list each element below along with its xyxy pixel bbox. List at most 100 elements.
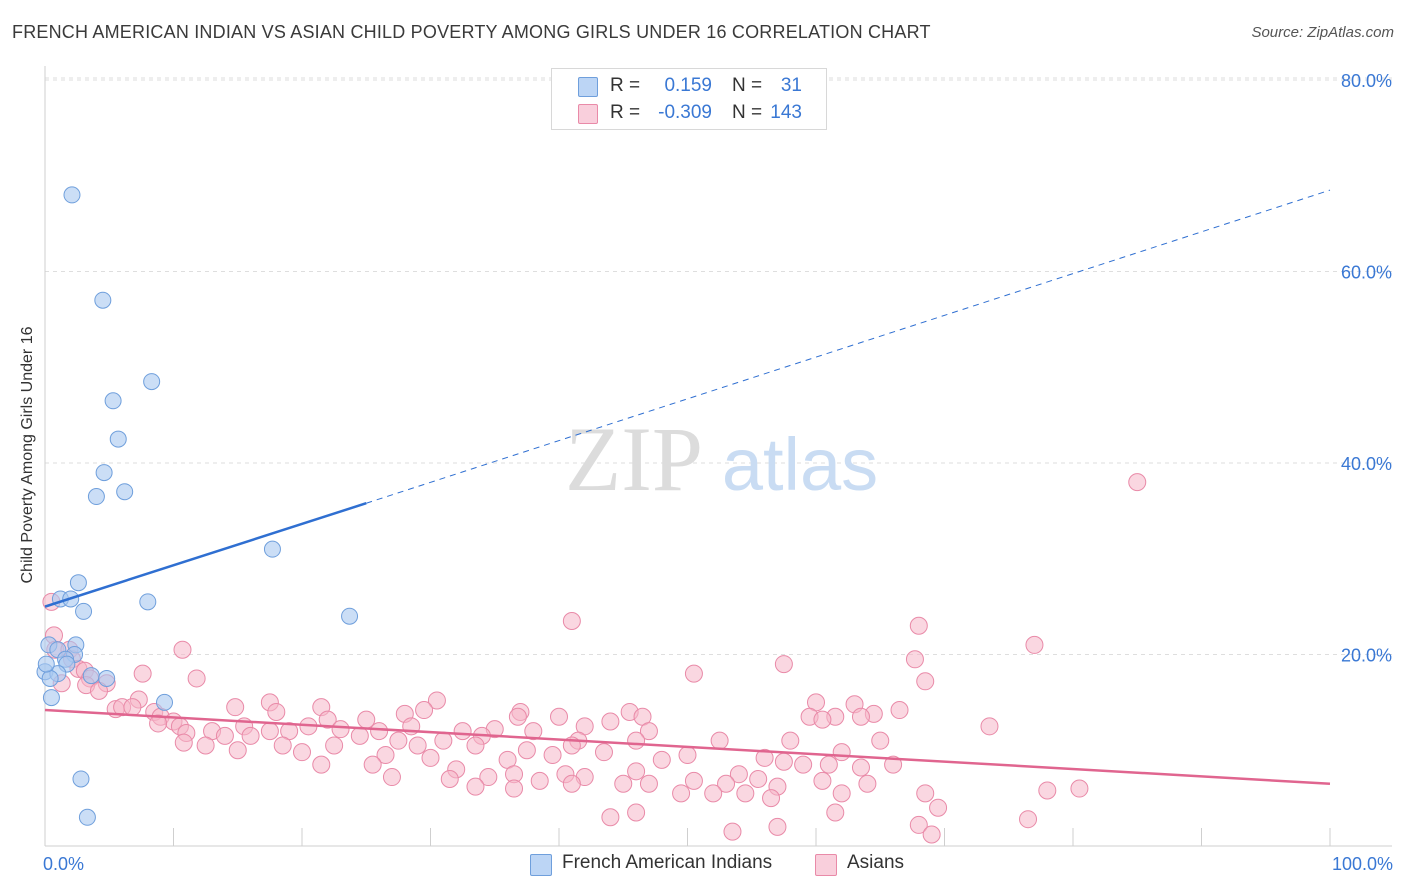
asian-point bbox=[774, 752, 793, 771]
asian-point bbox=[133, 664, 152, 683]
french-point bbox=[69, 574, 87, 592]
asian-point bbox=[922, 825, 941, 844]
legend-r-label: R = bbox=[610, 75, 641, 96]
legend-swatch-asian bbox=[578, 104, 598, 124]
legend-row-french: R = 0.159 N = 31 bbox=[552, 73, 826, 99]
asian-point bbox=[149, 714, 168, 733]
french-point bbox=[82, 667, 100, 685]
asian-point bbox=[466, 736, 485, 755]
asian-point bbox=[884, 755, 903, 774]
asian-point bbox=[672, 784, 691, 803]
asian-point bbox=[678, 746, 697, 765]
asian-point bbox=[627, 803, 646, 822]
asian-point bbox=[524, 722, 543, 741]
asian-point bbox=[594, 743, 613, 762]
asian-point bbox=[774, 655, 793, 674]
source-label: Source: ZipAtlas.com bbox=[1251, 24, 1394, 41]
french-point bbox=[41, 669, 59, 687]
asian-point bbox=[543, 746, 562, 765]
french-trend-line bbox=[44, 502, 367, 608]
asian-point bbox=[312, 755, 331, 774]
asian-point bbox=[123, 698, 142, 717]
french-point bbox=[72, 770, 90, 788]
asian-point bbox=[813, 710, 832, 729]
asian-point bbox=[363, 755, 382, 774]
watermark-zip: ZIP bbox=[565, 408, 703, 510]
french-point bbox=[63, 186, 81, 204]
french-point bbox=[143, 373, 161, 391]
asian-point bbox=[916, 672, 935, 691]
asian-point bbox=[325, 736, 344, 755]
asian-point bbox=[729, 765, 748, 784]
asian-point bbox=[684, 664, 703, 683]
asian-point bbox=[1019, 810, 1038, 829]
asian-point bbox=[916, 784, 935, 803]
asian-point bbox=[226, 698, 245, 717]
asian-point bbox=[370, 722, 389, 741]
asian-point bbox=[241, 726, 260, 745]
asian-point bbox=[1025, 635, 1044, 654]
correlation-legend: R = 0.159 N = 31 R = -0.309 N = 143 bbox=[551, 68, 827, 130]
asian-point bbox=[550, 707, 568, 726]
asian-point bbox=[173, 640, 192, 659]
series-label-asian: Asians bbox=[847, 852, 905, 873]
asian-point bbox=[832, 743, 851, 762]
french-point bbox=[156, 693, 174, 711]
french-point bbox=[263, 540, 281, 558]
asian-point bbox=[382, 768, 401, 787]
asian-point bbox=[505, 779, 524, 798]
asian-point bbox=[1038, 781, 1057, 800]
asian-point bbox=[639, 774, 658, 793]
y-tick-label: 60.0% bbox=[1341, 263, 1392, 283]
asian-point bbox=[890, 701, 909, 720]
asian-point bbox=[909, 815, 928, 834]
asian-point bbox=[781, 731, 800, 750]
legend-r-label: R = bbox=[610, 102, 641, 123]
asian-point bbox=[832, 784, 851, 803]
asian-point bbox=[562, 774, 581, 793]
asian-point bbox=[909, 616, 928, 635]
asian-points bbox=[42, 473, 1147, 844]
asian-point bbox=[415, 701, 434, 720]
trend-lines bbox=[44, 189, 1331, 786]
asian-point bbox=[376, 746, 395, 765]
asian-point bbox=[710, 731, 729, 750]
french-point bbox=[109, 430, 127, 448]
series-swatch-french bbox=[530, 854, 552, 876]
tick-labels: 20.0% 40.0% 60.0% 80.0% 0.0% 100.0% bbox=[43, 71, 1393, 874]
asian-point bbox=[89, 681, 108, 700]
legend-n-value: 31 bbox=[780, 75, 802, 96]
asian-point bbox=[293, 743, 311, 762]
grid-lines bbox=[45, 77, 1392, 655]
asian-point bbox=[350, 726, 369, 745]
french-point bbox=[139, 593, 157, 611]
asian-point bbox=[826, 803, 845, 822]
french-point bbox=[341, 607, 359, 625]
french-point bbox=[87, 488, 105, 506]
asian-point bbox=[601, 712, 620, 731]
asian-point bbox=[851, 707, 870, 726]
legend-n-value: 143 bbox=[770, 102, 802, 123]
y-tick-label: 80.0% bbox=[1341, 71, 1392, 91]
asian-point bbox=[929, 798, 948, 817]
asian-point bbox=[273, 736, 292, 755]
asian-point bbox=[427, 691, 446, 710]
asian-point bbox=[768, 817, 787, 836]
asian-point bbox=[267, 702, 286, 721]
french-point bbox=[37, 655, 55, 673]
asian-point bbox=[530, 771, 549, 790]
asian-point bbox=[614, 774, 633, 793]
asian-point bbox=[639, 722, 658, 741]
series-label-french: French American Indians bbox=[562, 852, 773, 873]
asian-point bbox=[466, 777, 485, 796]
x-tick-label: 100.0% bbox=[1332, 854, 1393, 874]
asian-point bbox=[228, 741, 247, 760]
asian-point bbox=[187, 669, 206, 688]
asian-point bbox=[627, 731, 646, 750]
french-point bbox=[98, 669, 116, 687]
french-point bbox=[95, 464, 113, 482]
legend-r-value: -0.309 bbox=[658, 102, 712, 123]
legend-n-label: N = bbox=[732, 75, 763, 96]
asian-point bbox=[684, 771, 703, 790]
